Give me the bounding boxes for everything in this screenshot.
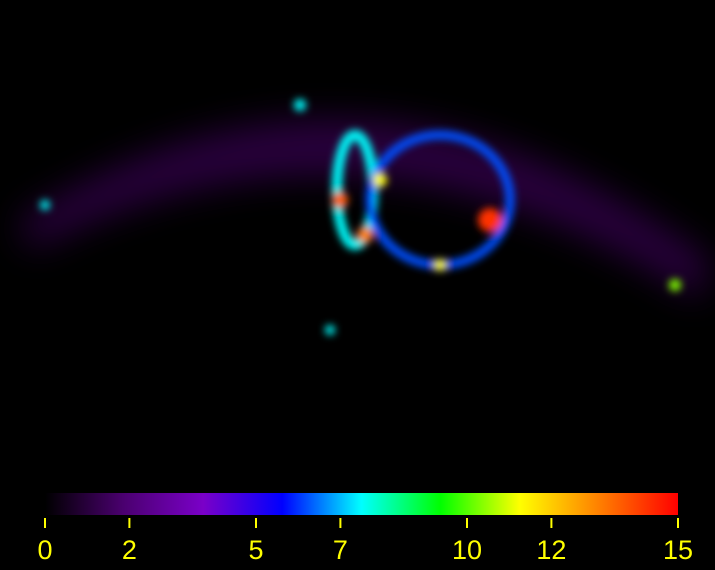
tick-label: 5: [248, 535, 263, 565]
spot: [357, 227, 373, 243]
tick-label: 0: [37, 535, 52, 565]
spot: [294, 99, 306, 111]
tick-label: 10: [452, 535, 482, 565]
spot: [669, 279, 681, 291]
spot: [478, 208, 502, 232]
background: [0, 0, 715, 570]
colorbar: [45, 493, 678, 515]
tick-label: 15: [663, 535, 693, 565]
chart: 0 2 5 7 10 12 15: [0, 0, 715, 570]
spot: [373, 173, 387, 187]
page: 0257101215 (() => { const data = JSON.pa…: [0, 0, 715, 570]
spot: [40, 200, 50, 210]
tick-label: 7: [333, 535, 348, 565]
tick-label: 12: [536, 535, 566, 565]
spot: [332, 192, 348, 208]
tick-label: 2: [122, 535, 137, 565]
spot: [434, 259, 446, 271]
spot: [325, 325, 335, 335]
